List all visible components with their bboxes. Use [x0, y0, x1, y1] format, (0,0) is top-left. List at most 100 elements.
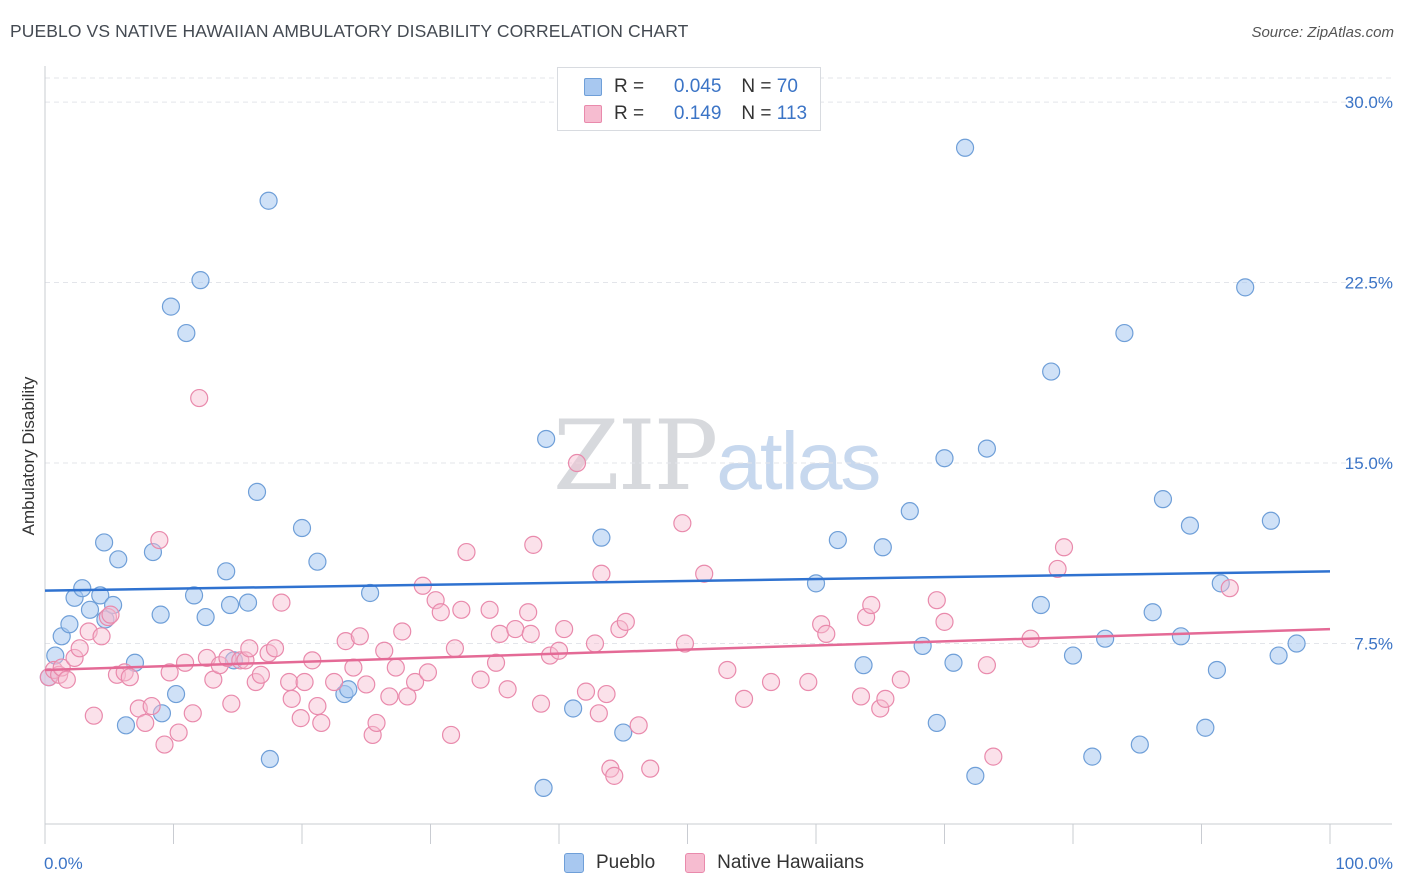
- hawaiian-point: [576, 682, 596, 701]
- hawaiian-point: [398, 687, 417, 706]
- hawaiian-point: [480, 600, 499, 619]
- hawaiian-point: [336, 632, 355, 651]
- hawaiian-point: [386, 658, 405, 677]
- pueblo-point: [1171, 627, 1191, 646]
- pueblo-point: [151, 605, 170, 624]
- hawaiian-point: [597, 684, 616, 704]
- pueblo-point: [806, 574, 826, 593]
- hawaiian-point: [605, 766, 624, 785]
- hawaiian-point: [136, 713, 155, 733]
- hawaiian-point: [222, 694, 241, 713]
- hawaiian-point: [367, 713, 386, 733]
- hawaiian-point: [70, 639, 89, 658]
- pueblo-point: [927, 713, 946, 733]
- hawaiian-point: [549, 641, 569, 660]
- hawaiian-point: [567, 453, 587, 473]
- y-tick-label: 30.0%: [1345, 93, 1393, 112]
- hawaiian-point: [431, 603, 450, 622]
- hawaiian-point: [452, 600, 471, 619]
- hawaiian-point: [519, 603, 538, 622]
- hawaiian-point: [673, 514, 692, 533]
- pueblo-point: [1287, 634, 1306, 653]
- hawaiian-point: [101, 605, 120, 624]
- pueblo-point: [1236, 278, 1255, 297]
- hawaiian-point: [876, 689, 895, 708]
- pueblo-point: [1115, 323, 1134, 343]
- pueblo-point: [966, 766, 985, 785]
- hawaiian-point: [363, 725, 382, 745]
- hawaiian-point: [295, 672, 314, 692]
- pueblo-point: [166, 684, 186, 704]
- hawaiian-point: [265, 639, 285, 658]
- pueblo-point: [292, 518, 312, 538]
- pueblo-legend-label: Pueblo: [596, 852, 656, 873]
- hawaiian-point: [524, 535, 543, 554]
- legend-r-value: 0.045: [673, 76, 722, 97]
- pueblo-point: [935, 449, 954, 468]
- pueblo-point: [854, 656, 873, 675]
- pueblo-point: [564, 699, 583, 718]
- pueblo-point: [73, 579, 92, 598]
- hawaiian-point: [344, 658, 363, 677]
- hawaiian-point: [357, 675, 376, 694]
- grid-lines: [45, 77, 1392, 645]
- legend-row-hawaiian: R = 0.149 N = 113: [584, 103, 807, 125]
- pueblo-point: [1180, 516, 1200, 535]
- pueblo-point: [308, 552, 327, 571]
- pueblo-point: [196, 607, 215, 627]
- hawaiian-point: [291, 709, 310, 728]
- pueblo-point: [177, 323, 196, 343]
- hawaiian-point: [761, 672, 781, 692]
- hawaiian-point: [555, 619, 574, 639]
- pueblo-point: [828, 530, 847, 550]
- hawaiian-point: [871, 699, 890, 718]
- hawaiian-point: [120, 668, 139, 687]
- hawaiian-point: [325, 672, 344, 692]
- hawaiian-point: [155, 735, 174, 754]
- tick-labels: 7.5% 15.0% 22.5% 30.0% 0.0% 100.0%: [44, 93, 1393, 873]
- hawaiian-point: [540, 646, 560, 665]
- pueblo-point: [95, 533, 114, 552]
- hawaiian-point: [183, 704, 202, 723]
- pueblo-point: [900, 502, 919, 521]
- y-axis-label: Ambulatory Disability: [19, 376, 38, 535]
- pueblo-point: [1153, 490, 1173, 509]
- x-tick-label: 0.0%: [44, 854, 83, 873]
- hawaiian-point: [308, 696, 327, 716]
- hawaiian-point: [1048, 559, 1067, 579]
- pueblo-point: [1096, 629, 1115, 648]
- pueblo-point: [1063, 646, 1083, 665]
- hawaiian-point: [629, 716, 648, 735]
- hawaiian-point: [92, 627, 111, 646]
- hawaiian-point: [589, 704, 608, 723]
- watermark-zip: ZIP: [553, 400, 718, 512]
- watermark: ZIPatlas: [553, 400, 881, 512]
- pueblo-point: [217, 562, 236, 581]
- pueblo-point: [614, 723, 633, 742]
- legend-r-value: 0.149: [673, 103, 722, 124]
- hawaiian-point: [190, 388, 209, 408]
- hawaiian-point: [851, 687, 871, 706]
- pueblo-point: [1143, 603, 1162, 622]
- pueblo-point: [184, 586, 204, 605]
- hawaiian-point: [393, 622, 412, 641]
- hawaiian-point: [280, 672, 299, 692]
- hawaiian-point: [521, 624, 540, 643]
- pueblo-point: [977, 439, 997, 458]
- hawaiian-point: [52, 658, 71, 677]
- pueblo-point: [1130, 735, 1149, 754]
- hawaiian-trend-line: [44, 627, 1331, 672]
- hawaiian-point: [142, 696, 161, 716]
- pueblo-point: [1083, 747, 1102, 766]
- pueblo-point: [1207, 660, 1227, 680]
- axes: [44, 66, 1392, 844]
- hawaiian-point: [486, 653, 506, 672]
- pueblo-point: [1042, 362, 1061, 381]
- hawaiian-point: [799, 672, 818, 692]
- hawaiian-legend-swatch: [685, 853, 706, 873]
- hawaiian-point: [675, 634, 695, 653]
- pueblo-point: [247, 482, 267, 502]
- hawaiian-point: [817, 624, 836, 643]
- pueblo-point: [152, 704, 172, 723]
- hawaiian-point: [426, 591, 445, 610]
